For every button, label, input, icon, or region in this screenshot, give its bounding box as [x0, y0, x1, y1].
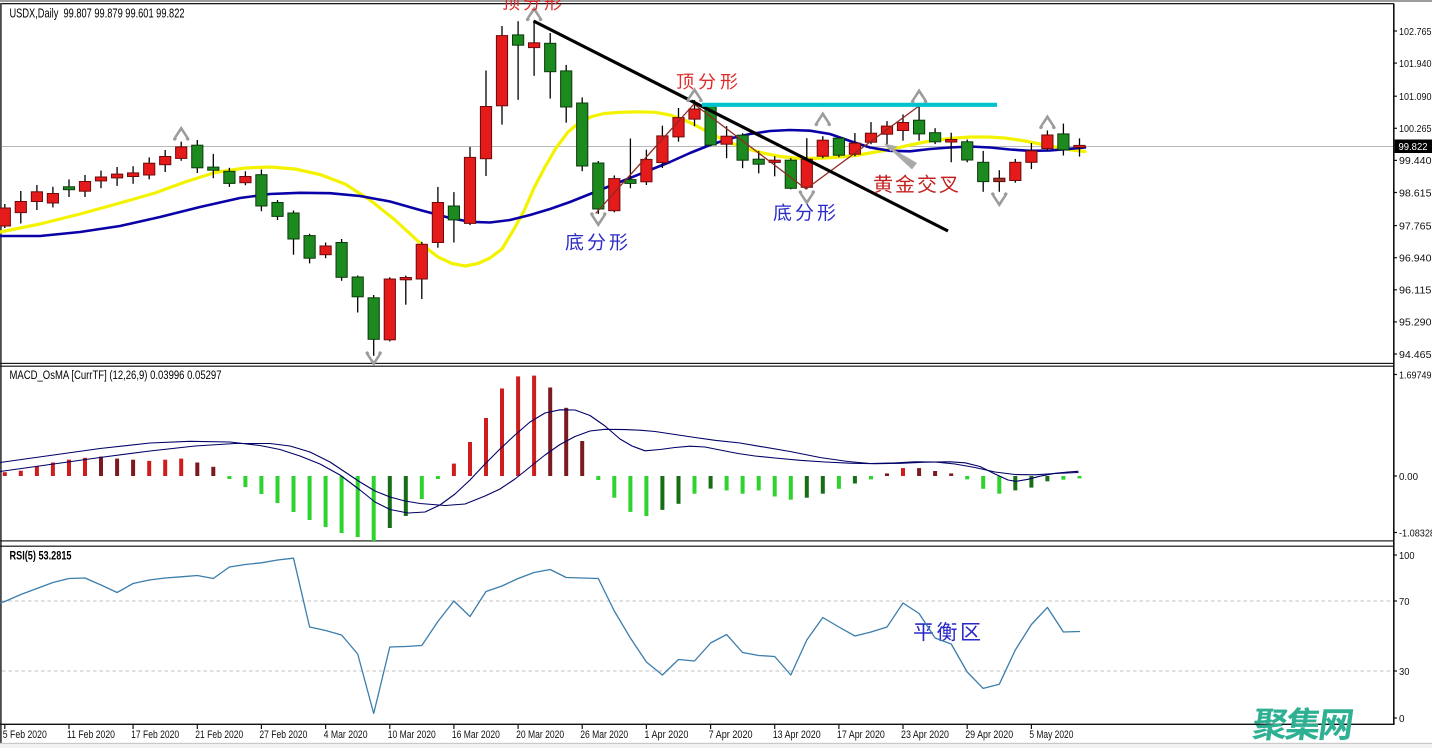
svg-text:23 Apr 2020: 23 Apr 2020	[901, 729, 949, 741]
svg-text:1.69749: 1.69749	[1399, 369, 1432, 381]
svg-text:100.265: 100.265	[1399, 123, 1432, 135]
svg-text:100: 100	[1399, 550, 1415, 562]
svg-text:10 Mar 2020: 10 Mar 2020	[388, 729, 436, 741]
svg-text:17 Apr 2020: 17 Apr 2020	[837, 729, 885, 741]
svg-text:7 Apr 2020: 7 Apr 2020	[709, 729, 753, 741]
svg-text:27 Feb 2020: 27 Feb 2020	[259, 729, 307, 741]
svg-text:13 Apr 2020: 13 Apr 2020	[773, 729, 821, 741]
svg-text:RSI(5) 53.2815: RSI(5) 53.2815	[10, 551, 72, 563]
svg-text:95.290: 95.290	[1399, 317, 1432, 329]
svg-text:5 Feb 2020: 5 Feb 2020	[3, 729, 47, 741]
svg-text:99.440: 99.440	[1399, 155, 1432, 167]
svg-text:16 Mar 2020: 16 Mar 2020	[452, 729, 500, 741]
svg-text:MACD_OsMA [CurrTF] (12,26,9) 0: MACD_OsMA [CurrTF] (12,26,9) 0.03996 0.0…	[10, 370, 222, 382]
svg-text:30: 30	[1399, 666, 1410, 678]
svg-text:97.765: 97.765	[1399, 220, 1432, 232]
svg-text:USDX,Daily 99.807 99.879 99.6: USDX,Daily 99.807 99.879 99.601 99.822	[10, 6, 185, 21]
svg-text:11 Feb 2020: 11 Feb 2020	[67, 729, 115, 741]
svg-text:96.115: 96.115	[1399, 285, 1432, 297]
svg-text:21 Feb 2020: 21 Feb 2020	[195, 729, 243, 741]
svg-text:0.00: 0.00	[1399, 471, 1418, 483]
svg-text:29 Apr 2020: 29 Apr 2020	[965, 729, 1013, 741]
svg-text:20 Mar 2020: 20 Mar 2020	[516, 729, 564, 741]
svg-text:94.465: 94.465	[1399, 349, 1432, 361]
svg-text:4 Mar 2020: 4 Mar 2020	[324, 729, 368, 741]
svg-text:70: 70	[1399, 596, 1410, 608]
svg-text:17 Feb 2020: 17 Feb 2020	[131, 729, 179, 741]
svg-text:96.940: 96.940	[1399, 253, 1432, 265]
svg-text:98.615: 98.615	[1399, 187, 1432, 199]
svg-text:-1.08328: -1.08328	[1399, 527, 1432, 539]
svg-text:101.940: 101.940	[1399, 58, 1432, 70]
svg-text:0: 0	[1399, 713, 1405, 725]
svg-text:5 May 2020: 5 May 2020	[1029, 729, 1073, 741]
svg-text:99.822: 99.822	[1399, 141, 1428, 153]
svg-text:101.090: 101.090	[1399, 91, 1432, 103]
svg-text:102.765: 102.765	[1399, 26, 1432, 38]
svg-text:1 Apr 2020: 1 Apr 2020	[644, 729, 688, 741]
svg-text:26 Mar 2020: 26 Mar 2020	[580, 729, 628, 741]
